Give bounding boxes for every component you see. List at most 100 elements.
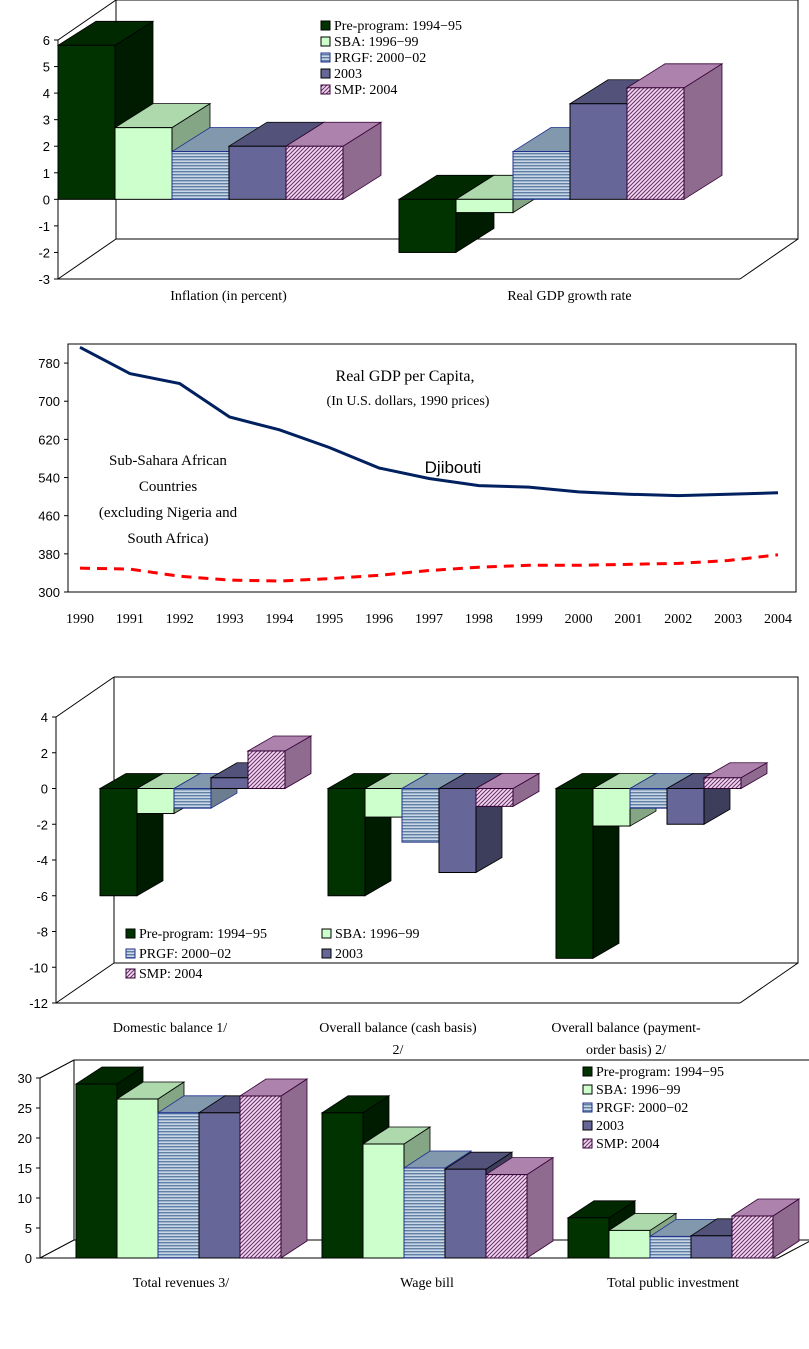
bar-y2003-front	[210, 777, 249, 790]
chart-fiscal-balances: -12 -10 -8 -6 -4 -2 0 2 4 Domestic balance 1/Over…	[29, 676, 799, 1058]
bar-pre-front	[321, 1112, 364, 1259]
plot-frame-top-left	[39, 1059, 75, 1079]
bar-pre-front	[567, 1217, 610, 1259]
x-tick-label: 1993	[216, 612, 244, 627]
bar-prgf-front	[403, 1167, 446, 1259]
y-tick-label: 540	[38, 471, 60, 486]
legend-swatch-prgf	[582, 1102, 593, 1113]
y-tick-label: 2	[43, 139, 50, 154]
y-tick-label: 4	[43, 86, 50, 101]
x-tick-label: 2001	[614, 612, 642, 627]
series-line-djibouti	[79, 346, 779, 498]
x-category-label: Real GDP growth rate	[507, 289, 631, 304]
legend: SMP: 2004	[125, 967, 202, 982]
bar-pre-front	[398, 198, 457, 253]
bar-smp	[284, 121, 383, 201]
bar-pre-front	[327, 788, 366, 897]
bar-prgf-front	[629, 788, 668, 809]
legend-swatch-prgf	[320, 52, 331, 63]
legend-label-sba: SBA: 1996−99	[334, 35, 419, 50]
y-tick-label: -2	[36, 817, 48, 832]
bar-smp-side	[280, 1078, 308, 1259]
legend-swatch-y2003	[582, 1120, 593, 1131]
legend-swatch-smp	[582, 1138, 593, 1149]
plot-frame-floor-left	[39, 1239, 75, 1259]
y-tick-label: -3	[38, 272, 50, 287]
y-axis: -3 -2 -1 0 1 2 3 4 5 6	[38, 33, 58, 287]
legend-swatch-prgf	[125, 948, 136, 959]
legend-label-sba: SBA: 1996−99	[596, 1083, 681, 1098]
y-tick-label: 0	[43, 192, 50, 207]
legend-label-smp: SMP: 2004	[334, 83, 397, 98]
plot-frame-floor-right	[739, 962, 799, 1004]
bar-pre-front	[75, 1083, 118, 1259]
y-tick-label: -4	[36, 853, 48, 868]
bar-sba-front	[455, 198, 514, 214]
bar-sba-front	[116, 1098, 159, 1259]
legend-label-pre: Pre-program: 1994−95	[334, 19, 462, 34]
x-category-label: Total revenues 3/	[133, 1276, 229, 1291]
legend-label-y2003: 2003	[335, 947, 363, 962]
x-category-label: Overall balance (cash basis)	[319, 1021, 477, 1036]
legend-label-pre: Pre-program: 1994−95	[596, 1065, 724, 1080]
bar-smp	[238, 1078, 309, 1259]
bar-prgf-front	[649, 1235, 692, 1259]
y-tick-label: 620	[38, 432, 60, 447]
legend-label-pre: Pre-program: 1994−95	[139, 927, 267, 942]
x-tick-label: 1998	[465, 612, 493, 627]
y-tick-label: -12	[29, 996, 48, 1011]
series-line-ssa	[79, 553, 779, 583]
x-category-label: Domestic balance 1/	[113, 1021, 227, 1036]
legend-swatch-pre	[320, 20, 331, 31]
bar-smp-front	[626, 87, 685, 200]
legend-swatch-sba	[582, 1084, 593, 1095]
chart-subtitle: (In U.S. dollars, 1990 prices)	[327, 394, 490, 409]
x-category-label: Inflation (in percent)	[170, 289, 287, 304]
bar-prgf-front	[512, 151, 571, 200]
legend-label-y2003: 2003	[596, 1119, 624, 1134]
x-tick-label: 2000	[565, 612, 593, 627]
bar-y2003-front	[228, 145, 287, 200]
y-tick-label: 15	[18, 1161, 32, 1176]
bar-prgf-front	[173, 788, 212, 809]
y-tick-label: 460	[38, 509, 60, 524]
y-tick-label: 3	[43, 113, 50, 128]
legend-swatch-smp	[125, 968, 136, 979]
bar-sba-front	[136, 788, 175, 815]
bar-smp-front	[485, 1174, 528, 1259]
x-tick-label: 1992	[166, 612, 194, 627]
y-tick-label: -10	[29, 960, 48, 975]
bar-smp	[246, 735, 313, 790]
y-tick-label: 5	[25, 1221, 32, 1236]
bar-pre-front	[57, 44, 116, 200]
plot-frame-top-left	[55, 676, 115, 718]
legend-label-smp: SMP: 2004	[596, 1137, 659, 1152]
x-category-label: Wage bill	[400, 1276, 454, 1291]
bar-sba-front	[362, 1143, 405, 1259]
legend-swatch-sba	[321, 928, 332, 939]
x-tick-label: 2004	[764, 612, 792, 627]
bar-sba-front	[114, 127, 173, 200]
y-tick-label: -6	[36, 889, 48, 904]
bar-y2003-front	[690, 1235, 733, 1259]
y-axis: 300 380 460 540 620 700 780	[38, 356, 68, 600]
bar-smp-front	[475, 788, 514, 807]
x-category-label: 2/	[393, 1043, 404, 1058]
legend: PRGF: 2000−02 2003	[125, 947, 363, 962]
y-tick-label: 380	[38, 547, 60, 562]
y-tick-label: 30	[18, 1071, 32, 1086]
bar-smp-front	[247, 750, 286, 790]
x-axis: 1990 1991 1992 1993 1994 1995 1996 1997 1998 1999…	[66, 612, 792, 627]
chart-inflation-growth: -3 -2 -1 0 1 2 3 4 5 6 Inflation (in percent) Real …	[38, 0, 799, 304]
legend-swatch-sba	[320, 36, 331, 47]
bar-y2003-front	[666, 788, 705, 825]
x-tick-label: 2003	[714, 612, 742, 627]
legend-label-prgf: PRGF: 2000−02	[334, 51, 426, 66]
bar-prgf	[172, 772, 239, 809]
bar-smp	[625, 63, 724, 201]
x-tick-label: 1999	[515, 612, 543, 627]
plot-frame-floor-right	[777, 1241, 809, 1259]
